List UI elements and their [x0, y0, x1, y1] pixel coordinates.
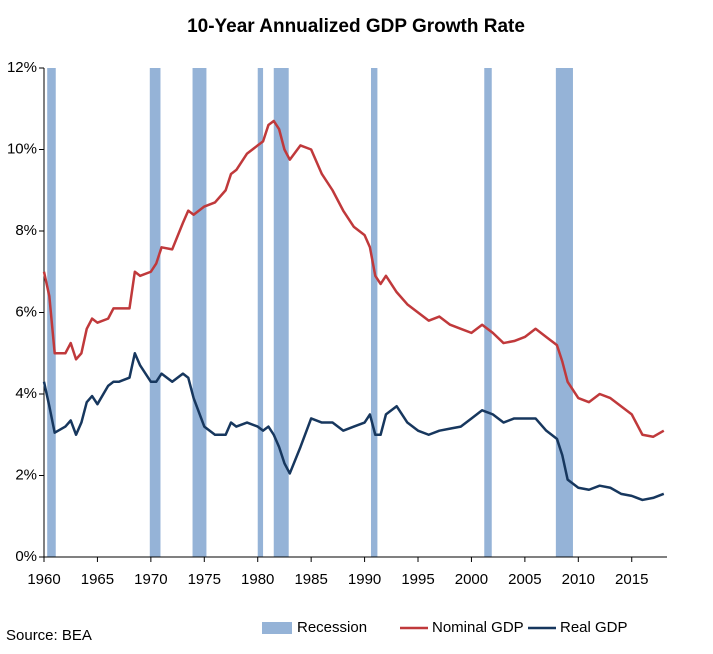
y-tick-label: 12% — [7, 59, 37, 76]
y-tick-label: 2% — [15, 466, 37, 483]
y-tick-label: 8% — [15, 222, 37, 239]
y-tick-label: 6% — [15, 303, 37, 320]
recession-band — [149, 68, 161, 557]
legend-swatch — [262, 622, 292, 634]
legend-label: Real GDP — [560, 619, 628, 636]
recession-band — [192, 68, 207, 557]
x-tick-label: 1970 — [134, 571, 167, 588]
source: Source: BEA — [6, 627, 92, 644]
x-tick-label: 2010 — [562, 571, 595, 588]
chart-title: 10-Year Annualized GDP Growth Rate — [187, 16, 525, 37]
x-tick-label: 1985 — [294, 571, 327, 588]
x-tick-label: 1960 — [27, 571, 60, 588]
legend-label: Recession — [297, 619, 367, 636]
y-tick-label: 10% — [7, 140, 37, 157]
recession-band — [555, 68, 573, 557]
line-series — [42, 352, 665, 502]
legend-label: Nominal GDP — [432, 619, 524, 636]
recession-band — [257, 68, 264, 557]
x-tick-label: 1975 — [188, 571, 221, 588]
y-tick-label: 0% — [15, 548, 37, 565]
recession-band — [370, 68, 378, 557]
line-series — [42, 119, 665, 439]
recession-band — [484, 68, 492, 557]
x-tick-label: 2015 — [615, 571, 648, 588]
x-tick-label: 1990 — [348, 571, 381, 588]
y-tick-label: 4% — [15, 385, 37, 402]
x-tick-label: 1965 — [81, 571, 114, 588]
x-tick-label: 1995 — [401, 571, 434, 588]
x-tick-label: 1980 — [241, 571, 274, 588]
x-tick-label: 2000 — [455, 571, 488, 588]
recession-band — [273, 68, 289, 557]
x-tick-label: 2005 — [508, 571, 541, 588]
